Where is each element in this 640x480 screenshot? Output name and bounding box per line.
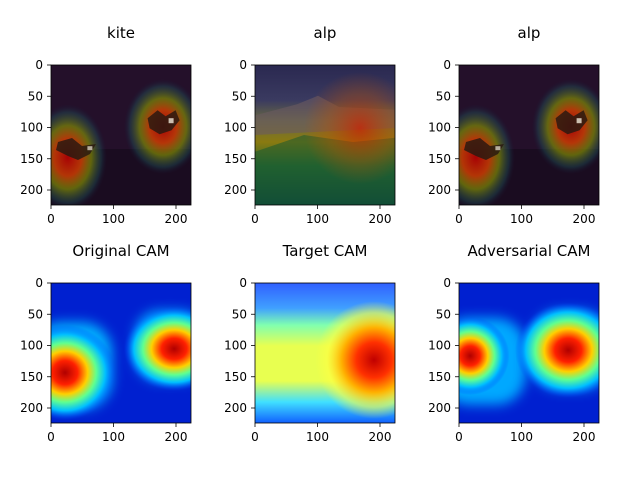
y-tick-label: 0 [239,276,247,290]
y-tick-label: 50 [28,89,43,103]
x-tick-label: 0 [47,212,55,226]
panel-title: alp [314,24,337,42]
y-tick-label: 50 [232,89,247,103]
y-tick-label: 100 [20,121,43,135]
axes-frame [50,64,192,206]
y-tick-label: 100 [428,339,451,353]
panel-title: kite [107,24,135,42]
axes-frame [254,64,396,206]
y-tick-label: 200 [224,183,247,197]
y-tick-label: 0 [35,58,43,72]
y-tick-label: 150 [224,370,247,384]
axes-frame [458,282,600,424]
x-tick-label: 0 [455,212,463,226]
y-tick-label: 150 [20,152,43,166]
y-tick-label: 150 [224,152,247,166]
y-tick-label: 200 [20,401,43,415]
y-tick-label: 150 [428,370,451,384]
x-tick-label: 100 [102,212,125,226]
heatmap-image [255,283,395,423]
y-tick-label: 50 [232,307,247,321]
x-tick-label: 0 [47,430,55,444]
x-tick-label: 0 [251,430,259,444]
y-tick-label: 150 [20,370,43,384]
panel-4: Original CAM 0 100 200 0 50 100 150 200 [20,242,192,444]
y-tick-label: 100 [224,121,247,135]
x-tick-label: 200 [165,212,188,226]
x-tick-label: 200 [573,430,596,444]
x-tick-label: 100 [510,212,533,226]
y-tick-label: 0 [443,58,451,72]
y-tick-label: 150 [428,152,451,166]
panel-title: Original CAM [72,242,169,260]
y-tick-label: 0 [35,276,43,290]
x-tick-label: 200 [369,212,392,226]
heatmap-image [255,65,395,205]
y-tick-label: 100 [224,339,247,353]
panel-2: alp 0 100 200 0 50 100 150 200 [224,24,396,226]
panel-6: Adversarial CAM 0 100 200 0 50 100 150 200 [428,242,600,444]
y-tick-label: 0 [239,58,247,72]
x-tick-label: 100 [510,430,533,444]
x-tick-label: 100 [102,430,125,444]
y-tick-label: 200 [224,401,247,415]
y-tick-label: 50 [28,307,43,321]
x-tick-label: 200 [369,430,392,444]
heatmap-image [459,283,599,423]
x-tick-label: 100 [306,212,329,226]
heatmap-image [459,65,599,205]
axes-frame [458,64,600,206]
heatmap-image [51,65,191,205]
panel-title: alp [518,24,541,42]
axes-frame [50,282,192,424]
panel-title: Target CAM [282,242,368,260]
x-tick-label: 200 [573,212,596,226]
axes-frame [254,282,396,424]
y-tick-label: 200 [428,401,451,415]
panel-3: alp 0 100 200 0 50 100 150 200 [428,24,600,226]
y-tick-label: 50 [436,307,451,321]
y-tick-label: 200 [20,183,43,197]
x-tick-label: 200 [165,430,188,444]
y-tick-label: 100 [428,121,451,135]
x-tick-label: 0 [251,212,259,226]
panel-1: kite 0 100 200 0 50 100 150 200 [20,24,192,226]
y-tick-label: 100 [20,339,43,353]
x-tick-label: 100 [306,430,329,444]
y-tick-label: 50 [436,89,451,103]
panel-title: Adversarial CAM [468,242,591,260]
panel-5: Target CAM 0 100 200 0 50 100 150 200 [224,242,396,444]
x-tick-label: 0 [455,430,463,444]
heatmap-image [51,283,191,423]
y-tick-label: 0 [443,276,451,290]
y-tick-label: 200 [428,183,451,197]
